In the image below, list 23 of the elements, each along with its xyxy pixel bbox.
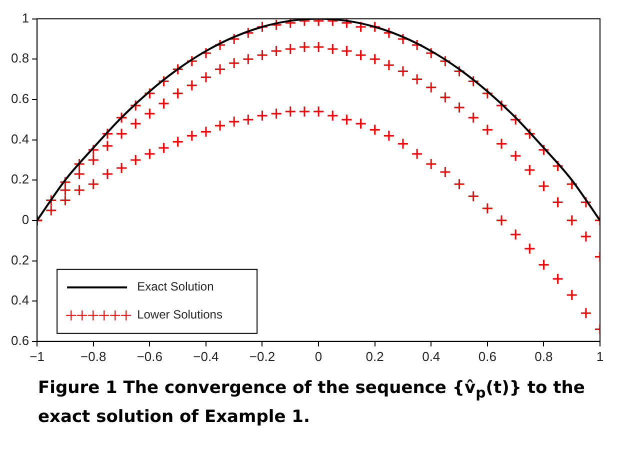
text: Figure 1 The convergence of the sequence {v̂$_{p}$(t)} to the exact solution of Example 1. [38, 378, 585, 428]
y-tick-label: 0.4 [10, 292, 30, 308]
y-tick-label: 0.6 [10, 332, 30, 348]
y-tick-label: 0.6 [10, 91, 30, 106]
x-tick-label: −0.4 [193, 348, 219, 364]
x-tick-label: 0.2 [366, 348, 384, 364]
x-tick-label: −0.6 [136, 348, 162, 364]
y-tick-label: 0.8 [10, 50, 30, 66]
y-tick-label: 1 [22, 10, 30, 26]
x-tick-label: −0.8 [80, 348, 106, 364]
x-tick-label: 1 [596, 348, 604, 364]
x-tick-label: 0.8 [534, 348, 553, 364]
x-tick-label: 0.6 [478, 348, 496, 364]
x-tick-label: −0.2 [249, 348, 276, 364]
y-tick-label: 0.2 [10, 172, 30, 187]
y-tick-label: 0.2 [10, 252, 30, 268]
x-tick-label: 0 [314, 348, 322, 364]
x-tick-label: 0.4 [422, 348, 440, 364]
y-tick-label: 0 [22, 212, 30, 228]
legend-label: Exact Solution [137, 280, 214, 294]
y-tick-label: 0.4 [10, 131, 30, 146]
x-tick-label: −1 [30, 348, 44, 364]
legend-label: Lower Solutions [137, 308, 222, 322]
